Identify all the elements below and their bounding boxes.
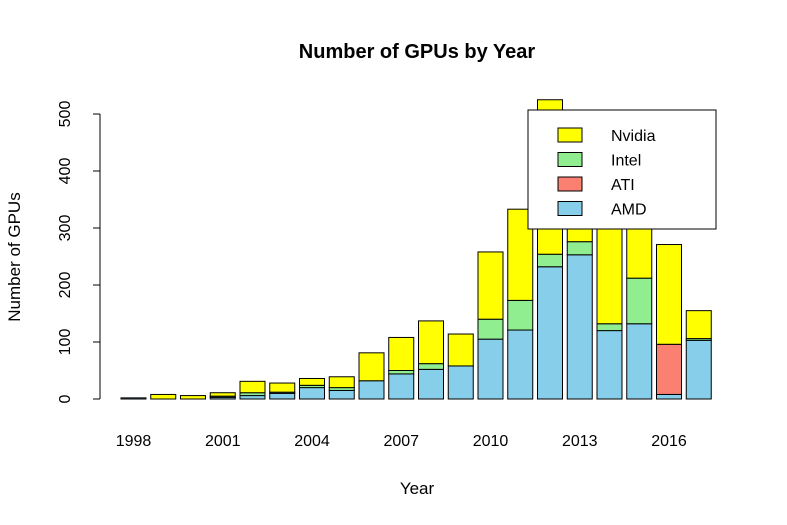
bar-nvidia-2001 xyxy=(209,392,236,397)
bar-intel-2014 xyxy=(596,323,623,332)
y-tick-label: 0 xyxy=(57,394,74,403)
x-axis: 1998 2001 2004 2007 2010 2013 2016 xyxy=(116,433,687,450)
bar-amd-2007 xyxy=(388,373,415,400)
x-tick-label: 1998 xyxy=(116,433,152,450)
bar-nvidia-2009 xyxy=(447,333,474,367)
bar-amd-2008 xyxy=(418,368,444,400)
bar-nvidia-2007 xyxy=(388,336,415,372)
legend-swatch-intel xyxy=(557,152,583,167)
bars xyxy=(120,99,712,400)
bar-amd-2002 xyxy=(239,395,266,400)
y-tick-label: 400 xyxy=(57,158,74,185)
y-tick-label: 100 xyxy=(57,329,74,356)
y-axis-title: Number of GPUs xyxy=(5,192,24,321)
bar-amd-2009 xyxy=(447,365,474,400)
bar-nvidia-2016 xyxy=(656,244,682,345)
bar-amd-2003 xyxy=(269,392,296,400)
legend-swatch-nvidia xyxy=(557,127,583,143)
bar-amd-2012 xyxy=(537,266,563,400)
bar-amd-2016 xyxy=(656,393,682,400)
y-tick-label: 200 xyxy=(57,272,74,299)
bar-nvidia-2006 xyxy=(358,352,385,382)
legend: Nvidia Intel ATI AMD xyxy=(527,109,717,230)
x-tick-label: 2016 xyxy=(651,433,687,450)
bar-nvidia-2008 xyxy=(418,320,444,365)
bar-nvidia-2005 xyxy=(328,376,355,389)
bar-intel-2008 xyxy=(418,363,444,370)
bar-intel-2015 xyxy=(626,277,653,325)
bar-amd-2015 xyxy=(626,323,653,400)
bar-amd-1998 xyxy=(120,397,147,400)
chart-title: Number of GPUs by Year xyxy=(299,41,536,63)
bar-nvidia-2002 xyxy=(239,380,266,394)
bar-amd-2005 xyxy=(328,389,355,400)
bar-nvidia-2000 xyxy=(180,395,206,400)
legend-swatch-ati xyxy=(557,176,583,192)
legend-label-nvidia: Nvidia xyxy=(611,128,656,145)
x-tick-label: 2001 xyxy=(205,433,241,450)
bar-nvidia-2010 xyxy=(477,251,504,320)
bar-intel-2012 xyxy=(537,253,563,268)
bar-nvidia-2017 xyxy=(685,310,712,340)
legend-label-ati: ATI xyxy=(611,177,635,194)
legend-label-intel: Intel xyxy=(611,153,641,170)
x-tick-label: 2013 xyxy=(562,433,598,450)
bar-nvidia-2003 xyxy=(269,382,296,393)
y-tick-label: 300 xyxy=(57,215,74,242)
bar-ati-2016 xyxy=(656,343,682,395)
x-axis-title: Year xyxy=(400,479,435,498)
x-tick-label: 2007 xyxy=(383,433,419,450)
y-axis: 0 100 200 300 400 500 xyxy=(57,101,101,403)
bar-amd-2010 xyxy=(477,338,504,400)
legend-swatch-amd xyxy=(557,201,583,216)
bar-intel-2013 xyxy=(566,241,593,256)
bar-intel-2011 xyxy=(507,299,534,331)
legend-label-amd: AMD xyxy=(611,202,647,219)
x-tick-label: 2004 xyxy=(294,433,330,450)
bar-nvidia-2015 xyxy=(626,226,653,279)
bar-amd-2006 xyxy=(358,380,385,400)
bar-amd-2011 xyxy=(507,329,534,400)
y-tick-label: 500 xyxy=(57,101,74,128)
bar-amd-2013 xyxy=(566,254,593,400)
x-tick-label: 2010 xyxy=(473,433,509,450)
bar-nvidia-1999 xyxy=(150,393,177,400)
bar-amd-2014 xyxy=(596,330,623,400)
bar-nvidia-2004 xyxy=(299,377,325,386)
bar-amd-2017 xyxy=(685,339,712,400)
bar-amd-2004 xyxy=(299,387,325,400)
bar-intel-2007 xyxy=(388,370,415,375)
bar-intel-2010 xyxy=(477,318,504,340)
